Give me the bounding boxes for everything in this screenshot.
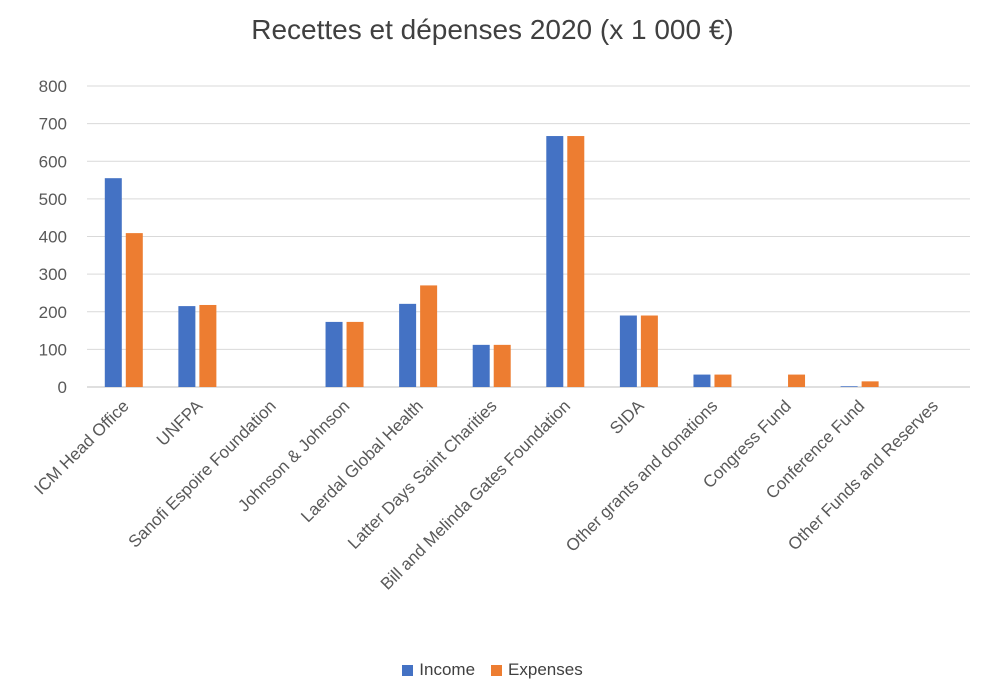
bar-expenses [346,321,364,387]
bar-expenses [567,136,585,387]
y-tick-label: 200 [39,303,67,322]
bar-expenses [199,304,217,387]
bar-income [399,303,417,387]
bar-expenses [788,374,806,387]
bar-expenses [861,381,879,387]
y-tick-label: 700 [39,115,67,134]
legend-swatch [491,664,503,676]
bar-income [840,386,858,387]
bar-expenses [125,233,143,387]
bar-expenses [493,344,511,387]
y-tick-label: 100 [39,340,67,359]
bar-income [693,374,711,387]
bar-expenses [714,374,732,387]
legend-label: Income [419,660,476,679]
bar-income [472,344,490,387]
legend: Income Expenses [0,660,985,680]
x-tick-label: Other grants and donations [562,396,721,555]
bar-income [178,306,196,387]
y-tick-label: 500 [39,190,67,209]
x-tick-label: SIDA [606,396,648,438]
bar-income [619,315,637,387]
bar-income [546,136,564,387]
x-tick-label: Latter Days Saint Charities [344,396,500,552]
y-tick-label: 600 [39,152,67,171]
legend-swatch [402,664,414,676]
legend-item: Income [402,660,475,680]
y-tick-label: 0 [58,378,67,397]
bar-expenses [420,285,438,387]
y-tick-label: 800 [39,77,67,96]
bar-expenses [640,315,658,387]
bar-income [104,178,122,387]
x-tick-label: Sanofi Espoire Foundation [125,396,280,551]
legend-label: Expenses [508,660,583,679]
y-tick-label: 400 [39,228,67,247]
x-tick-label: Laerdal Global Health [297,396,427,526]
x-tick-label: ICM Head Office [31,396,133,498]
chart-title: Recettes et dépenses 2020 (x 1 000 €) [251,14,734,45]
x-tick-label: Other Funds and Reserves [784,396,942,554]
bar-income [325,321,343,387]
y-tick-label: 300 [39,265,67,284]
legend-item: Expenses [491,660,583,680]
x-tick-label: UNFPA [153,396,207,450]
